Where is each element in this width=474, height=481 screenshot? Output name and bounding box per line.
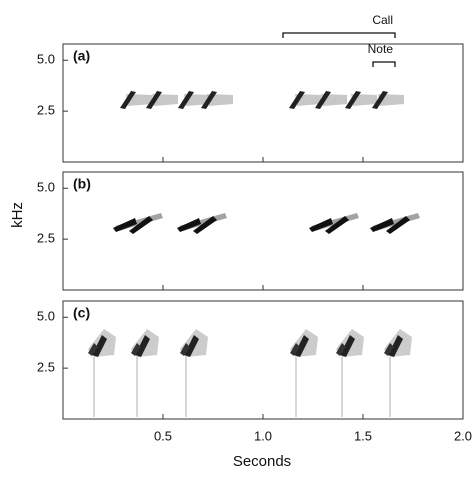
panel-frame bbox=[62, 171, 464, 291]
note-stroke bbox=[178, 91, 194, 109]
note-stroke bbox=[345, 91, 361, 109]
note-stroke bbox=[88, 343, 98, 356]
panel: (b) 2.5 5.0 bbox=[37, 171, 464, 291]
note-stroke bbox=[180, 343, 190, 356]
note-stroke bbox=[372, 91, 388, 109]
note-stroke bbox=[340, 335, 355, 357]
note-stroke bbox=[113, 218, 137, 232]
x-tick-label: 2.0 bbox=[454, 428, 472, 443]
note-stroke bbox=[294, 335, 309, 357]
panel-label: (a) bbox=[73, 48, 90, 64]
note-stroke bbox=[386, 216, 410, 234]
note-stroke bbox=[129, 216, 153, 234]
panel-label: (c) bbox=[73, 305, 90, 321]
note-stroke bbox=[370, 218, 394, 232]
y-tick-label: 5.0 bbox=[37, 180, 55, 195]
note-stroke bbox=[290, 343, 300, 356]
annotation-text: Note bbox=[368, 42, 394, 56]
panel-label: (b) bbox=[73, 176, 91, 192]
panel: (a) 2.5 5.0 bbox=[37, 43, 464, 163]
y-tick-label: 2.5 bbox=[37, 360, 55, 375]
x-tick-label: 1.5 bbox=[354, 428, 372, 443]
x-tick-label: 1.0 bbox=[254, 428, 272, 443]
panel: (c) 2.5 5.0 0.5 1.0 1.5 2.0 bbox=[37, 300, 472, 443]
note-stroke bbox=[309, 218, 333, 232]
annotation-text: Call bbox=[372, 13, 393, 27]
x-axis-label: Seconds bbox=[233, 453, 291, 470]
y-axis-label: kHz bbox=[9, 202, 26, 228]
note-stroke bbox=[177, 218, 201, 232]
spectrogram bbox=[120, 91, 404, 109]
note-stroke bbox=[315, 91, 331, 109]
note-stroke bbox=[384, 343, 394, 356]
panel-frame bbox=[62, 300, 464, 420]
note-stroke bbox=[146, 91, 162, 109]
spectrogram bbox=[113, 213, 420, 234]
annotation-bracket bbox=[372, 61, 396, 67]
note-stroke bbox=[135, 335, 150, 357]
y-tick-label: 2.5 bbox=[37, 103, 55, 118]
note-stroke bbox=[92, 335, 107, 357]
note-stroke bbox=[120, 91, 136, 109]
note-stroke bbox=[336, 343, 346, 356]
note-stroke bbox=[184, 335, 199, 357]
note-stroke bbox=[388, 335, 403, 357]
annotation-bracket bbox=[282, 32, 396, 38]
note-stroke bbox=[325, 216, 349, 234]
y-tick-label: 2.5 bbox=[37, 231, 55, 246]
x-tick-label: 0.5 bbox=[154, 428, 172, 443]
note-stroke bbox=[193, 216, 217, 234]
y-tick-label: 5.0 bbox=[37, 52, 55, 67]
note-stroke bbox=[289, 91, 305, 109]
note-stroke bbox=[131, 343, 141, 356]
note-stroke bbox=[201, 91, 217, 109]
y-tick-label: 5.0 bbox=[37, 309, 55, 324]
spectrogram bbox=[88, 329, 412, 417]
